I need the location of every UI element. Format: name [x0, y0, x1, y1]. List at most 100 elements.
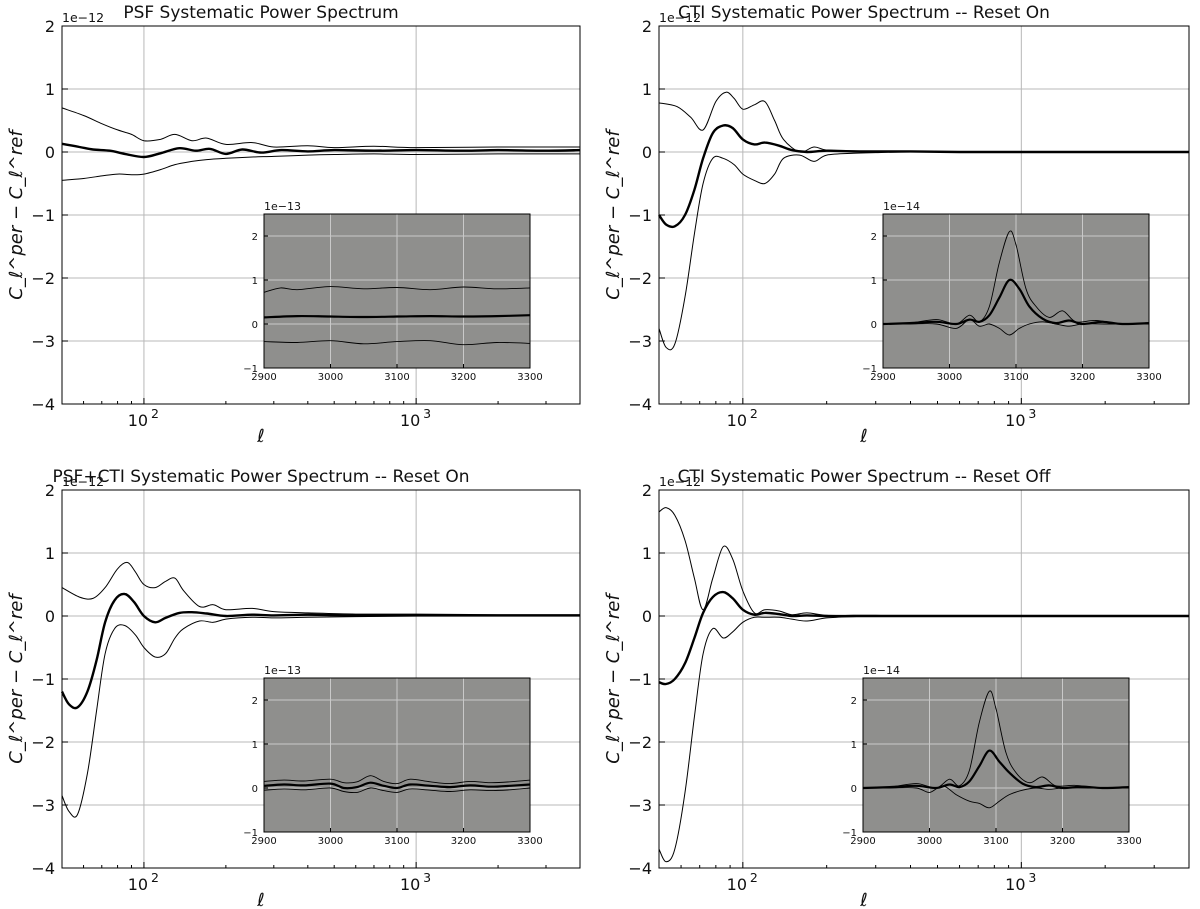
plot-frame: [61, 489, 581, 869]
x-tick-label: 10: [400, 875, 420, 894]
inset-series-upper-line: [263, 775, 531, 785]
y-tick-label: −3: [628, 332, 652, 351]
y-tick-label: −2: [31, 733, 55, 752]
y-tick-label: −1: [31, 206, 55, 225]
y-tick-label: 2: [45, 17, 55, 36]
inset-x-tick-label: 3100: [1003, 372, 1028, 383]
plot-frame: [658, 25, 1190, 405]
y-tick-label: −3: [31, 796, 55, 815]
inset-y-tick-label: −1: [243, 828, 258, 839]
inset-y-tick-label: 0: [252, 784, 258, 795]
inset-y-tick-label: 2: [252, 232, 258, 243]
inset-y-offset-label: 1e−13: [264, 200, 301, 213]
y-axis-label: C_ℓ^per − C_ℓ^ref: [603, 592, 624, 764]
chart-title: CTI Systematic Power Spectrum -- Reset O…: [678, 3, 1050, 23]
plot-frame: [658, 489, 1190, 869]
x-tick-label: 10: [727, 875, 747, 894]
series-lower-line: [658, 151, 1189, 351]
inset-x-tick-label: 3000: [937, 372, 962, 383]
inset-y-tick-label: 0: [851, 784, 857, 795]
x-tick-exponent: 3: [423, 870, 431, 885]
inset-x-tick-label: 3300: [517, 836, 542, 847]
y-tick-label: 2: [642, 481, 652, 500]
x-tick-exponent: 2: [750, 870, 758, 885]
y-axis-label: C_ℓ^per − C_ℓ^ref: [603, 128, 624, 300]
inset-series-lower-line: [263, 787, 531, 794]
inset-y-offset-label: 1e−14: [883, 200, 920, 213]
inset-tick-marks: [263, 235, 531, 369]
series-lower-line: [61, 153, 581, 181]
series-mean-line: [60, 592, 580, 710]
y-tick-label: 0: [45, 607, 55, 626]
y-tick-label: −4: [628, 859, 652, 878]
series-lower-line: [61, 615, 580, 818]
y-tick-label: 0: [642, 607, 652, 626]
y-tick-label: 2: [642, 17, 652, 36]
inset-y-offset-label: 1e−14: [863, 664, 900, 677]
inset-x-tick-label: 3300: [517, 372, 542, 383]
inset-y-tick-label: 0: [871, 320, 877, 331]
inset-x-tick-label: 3100: [983, 836, 1008, 847]
inset-y-tick-label: 2: [252, 696, 258, 707]
y-tick-label: −1: [31, 670, 55, 689]
inset-series-lower-line: [883, 319, 1149, 336]
inset-y-offset-label: 1e−13: [264, 664, 301, 677]
inset-y-tick-label: −1: [862, 364, 877, 375]
inset-tick-marks: [263, 699, 531, 833]
x-tick-label: 10: [128, 875, 148, 894]
inset-x-tick-label: 3000: [318, 372, 343, 383]
inset-psf-cti-on: 2900 3000 3100 3200 3300 −1 0 1 2 1e−13: [243, 664, 542, 847]
inset-y-tick-label: 0: [252, 320, 258, 331]
series-upper-line: [61, 561, 581, 616]
inset-x-tick-label: 3100: [384, 836, 409, 847]
y-tick-label: −4: [628, 395, 652, 414]
y-tick-label: 1: [642, 544, 652, 563]
inset-y-tick-label: 1: [851, 740, 857, 751]
inset-series-upper-line: [862, 690, 1130, 789]
y-offset-label: 1e−12: [62, 10, 104, 25]
y-axis-label: C_ℓ^per − C_ℓ^ref: [6, 128, 27, 300]
x-axis-label: ℓ: [859, 890, 867, 909]
inset-series-upper-line: [263, 286, 531, 293]
inset-series-upper-line: [882, 230, 1150, 325]
y-tick-label: −2: [31, 269, 55, 288]
inset-y-tick-label: −1: [842, 828, 857, 839]
x-tick-exponent: 2: [151, 406, 159, 421]
inset-series-lower-line: [863, 785, 1129, 809]
x-tick-label: 10: [1005, 875, 1025, 894]
inset-x-tick-label: 2900: [870, 372, 895, 383]
inset-x-tick-label: 3300: [1116, 836, 1141, 847]
inset-tick-marks: [882, 235, 1150, 369]
inset-x-tick-label: 2900: [850, 836, 875, 847]
y-tick-label: −1: [628, 206, 652, 225]
x-axis-label: ℓ: [256, 890, 264, 909]
y-tick-label: 0: [45, 143, 55, 162]
inset-x-tick-label: 3200: [1050, 836, 1075, 847]
inset-y-tick-label: 2: [871, 232, 877, 243]
inset-x-tick-label: 2900: [251, 836, 276, 847]
y-offset-label: 1e−12: [659, 10, 701, 25]
chart-title: CTI Systematic Power Spectrum -- Reset O…: [678, 467, 1052, 487]
x-tick-exponent: 3: [423, 406, 431, 421]
y-tick-label: −2: [628, 269, 652, 288]
y-tick-label: 2: [45, 481, 55, 500]
inset-x-tick-label: 3000: [318, 836, 343, 847]
x-tick-exponent: 2: [750, 406, 758, 421]
x-tick-label: 10: [400, 411, 420, 430]
x-tick-label: 10: [727, 411, 747, 430]
inset-x-tick-label: 2900: [251, 372, 276, 383]
x-tick-exponent: 3: [1028, 870, 1036, 885]
inset-tick-marks: [862, 699, 1130, 833]
inset-x-tick-label: 3200: [451, 372, 476, 383]
y-tick-label: −4: [31, 859, 55, 878]
inset-series-mean-line: [263, 781, 531, 790]
inset-x-tick-label: 3000: [917, 836, 942, 847]
inset-cti-on: 2900 3000 3100 3200 3300 −1 0 1 2 1e−14: [862, 200, 1161, 383]
x-tick-exponent: 2: [151, 870, 159, 885]
x-tick-exponent: 3: [1028, 406, 1036, 421]
